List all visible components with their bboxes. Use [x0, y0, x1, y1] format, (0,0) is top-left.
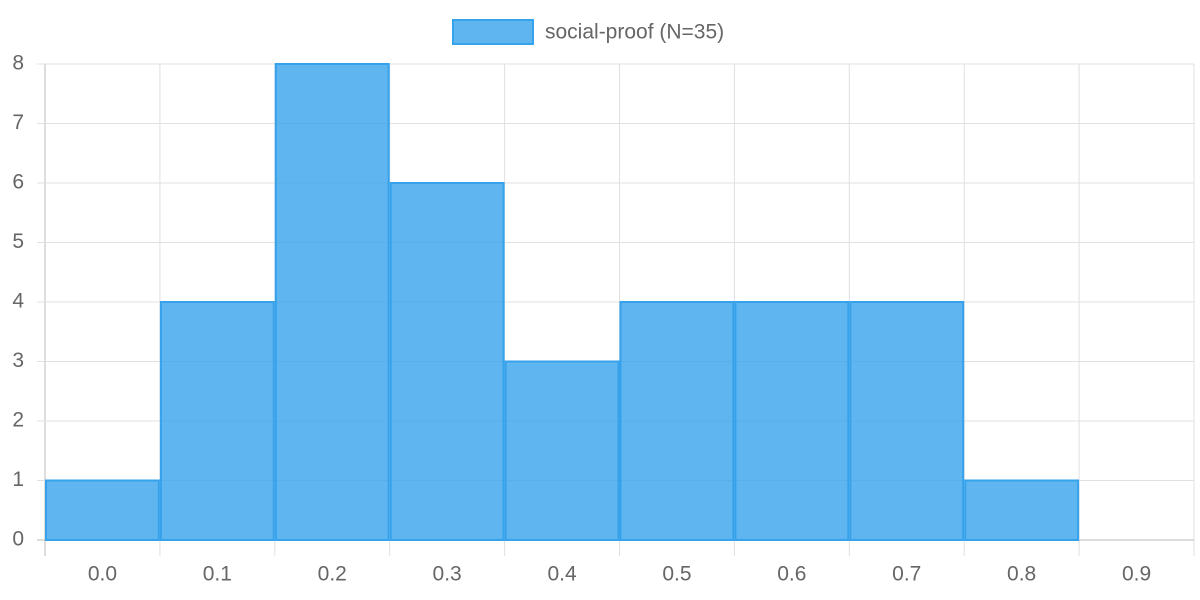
bar — [159, 301, 275, 541]
x-tick-label: 0.4 — [547, 563, 577, 586]
x-tick-label: 0.0 — [88, 563, 117, 586]
x-tick-label: 0.1 — [203, 563, 232, 586]
y-tick-label: 0 — [12, 528, 24, 551]
bar — [274, 63, 390, 541]
legend-label: social-proof (N=35) — [545, 21, 724, 44]
y-tick-label: 1 — [12, 468, 24, 491]
y-tick-label: 6 — [12, 171, 24, 194]
bar — [734, 301, 850, 541]
x-tick-label: 0.9 — [1122, 563, 1151, 586]
bar — [45, 479, 160, 541]
bar — [389, 182, 505, 541]
bar — [849, 301, 965, 541]
x-tick-label: 0.6 — [777, 563, 806, 586]
bar — [964, 479, 1080, 541]
x-tick-label: 0.2 — [318, 563, 347, 586]
bar — [619, 301, 735, 541]
y-tick-label: 3 — [12, 349, 24, 372]
x-tick-label: 0.8 — [1007, 563, 1036, 586]
x-tick-label: 0.5 — [662, 563, 691, 586]
x-tick-label: 0.7 — [892, 563, 921, 586]
y-tick-label: 2 — [12, 409, 24, 432]
y-tick-label: 4 — [12, 290, 24, 313]
y-tick-label: 7 — [12, 111, 24, 134]
y-tick-label: 8 — [12, 52, 24, 75]
x-tick-label: 0.3 — [433, 563, 462, 586]
bar — [504, 360, 620, 541]
y-tick-label: 5 — [12, 230, 24, 253]
legend-swatch — [452, 19, 534, 45]
